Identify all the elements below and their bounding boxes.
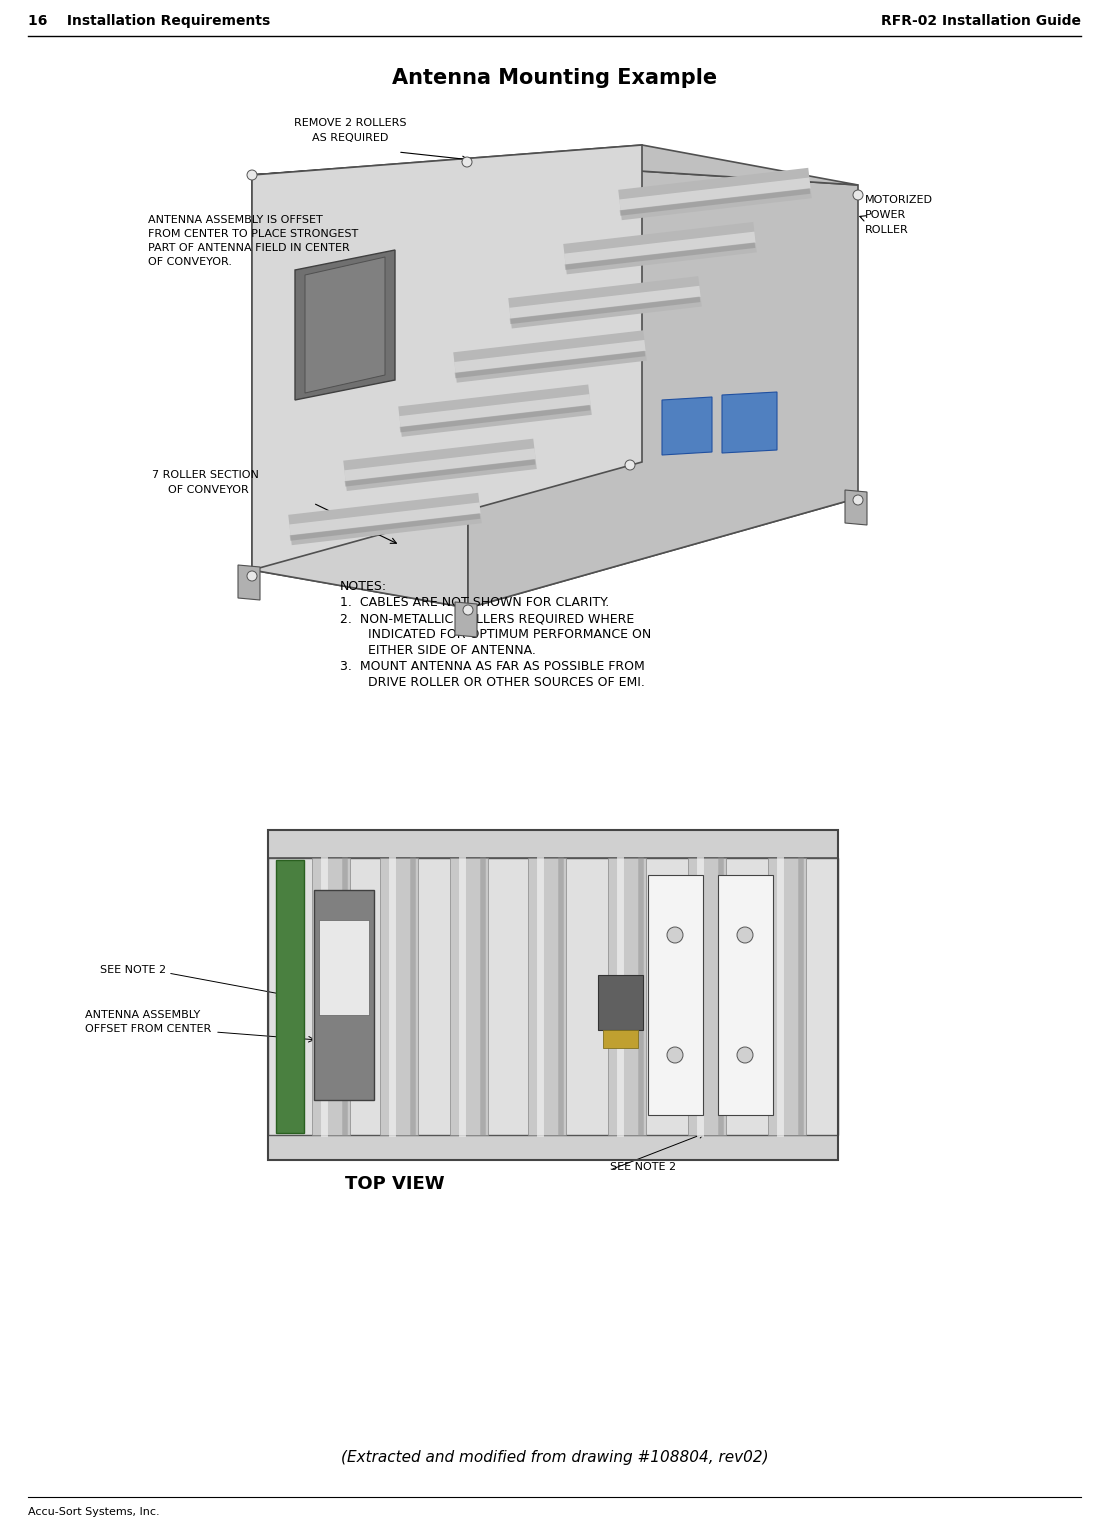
Circle shape	[462, 156, 472, 167]
Text: POWER: POWER	[865, 210, 906, 221]
Text: 2.  NON-METALLIC ROLLERS REQUIRED WHERE: 2. NON-METALLIC ROLLERS REQUIRED WHERE	[340, 612, 634, 625]
Text: SEE NOTE 2: SEE NOTE 2	[100, 964, 166, 975]
Text: AS REQUIRED: AS REQUIRED	[312, 133, 388, 143]
Polygon shape	[769, 858, 806, 1134]
Text: DRIVE ROLLER OR OTHER SOURCES OF EMI.: DRIVE ROLLER OR OTHER SOURCES OF EMI.	[340, 676, 644, 688]
Text: SEE NOTE 2: SEE NOTE 2	[610, 1162, 676, 1173]
Text: TOP VIEW: TOP VIEW	[345, 1174, 445, 1193]
Polygon shape	[468, 159, 858, 609]
Text: Accu-Sort Systems, Inc.: Accu-Sort Systems, Inc.	[28, 1507, 160, 1518]
Text: ROLLER: ROLLER	[865, 225, 908, 235]
Polygon shape	[648, 875, 703, 1114]
Polygon shape	[688, 858, 726, 1134]
Polygon shape	[238, 566, 260, 599]
Text: NOTES:: NOTES:	[340, 579, 387, 593]
Circle shape	[853, 495, 863, 504]
Polygon shape	[268, 829, 838, 858]
Text: OF CONVEYOR: OF CONVEYOR	[167, 484, 248, 495]
Polygon shape	[718, 875, 773, 1114]
Text: EITHER SIDE OF ANTENNA.: EITHER SIDE OF ANTENNA.	[340, 644, 536, 658]
Polygon shape	[276, 860, 304, 1133]
Text: OFFSET FROM CENTER: OFFSET FROM CENTER	[85, 1024, 211, 1033]
Polygon shape	[252, 159, 468, 609]
Polygon shape	[252, 461, 858, 609]
Text: 7 ROLLER SECTION: 7 ROLLER SECTION	[152, 471, 258, 480]
Text: (Extracted and modified from drawing #108804, rev02): (Extracted and modified from drawing #10…	[340, 1450, 769, 1466]
Polygon shape	[312, 858, 350, 1134]
Polygon shape	[319, 920, 369, 1015]
Circle shape	[737, 927, 753, 943]
Circle shape	[247, 570, 257, 581]
Polygon shape	[450, 858, 488, 1134]
Text: 1.  CABLES ARE NOT SHOWN FOR CLARITY.: 1. CABLES ARE NOT SHOWN FOR CLARITY.	[340, 596, 609, 609]
Polygon shape	[603, 1030, 638, 1049]
Text: REMOVE 2 ROLLERS: REMOVE 2 ROLLERS	[294, 118, 406, 127]
Polygon shape	[455, 602, 477, 638]
Polygon shape	[662, 397, 712, 455]
Polygon shape	[305, 258, 385, 392]
Polygon shape	[252, 146, 642, 570]
Polygon shape	[314, 891, 374, 1101]
Text: 16    Installation Requirements: 16 Installation Requirements	[28, 14, 271, 28]
Polygon shape	[268, 858, 838, 1134]
Text: ANTENNA ASSEMBLY IS OFFSET
FROM CENTER TO PLACE STRONGEST
PART OF ANTENNA FIELD : ANTENNA ASSEMBLY IS OFFSET FROM CENTER T…	[147, 215, 358, 267]
Text: Antenna Mounting Example: Antenna Mounting Example	[391, 67, 718, 87]
Polygon shape	[608, 858, 647, 1134]
Circle shape	[737, 1047, 753, 1062]
Polygon shape	[528, 858, 566, 1134]
Polygon shape	[380, 858, 418, 1134]
Circle shape	[462, 606, 474, 615]
Circle shape	[667, 1047, 683, 1062]
Polygon shape	[598, 975, 643, 1030]
Polygon shape	[252, 146, 858, 185]
Text: 3.  MOUNT ANTENNA AS FAR AS POSSIBLE FROM: 3. MOUNT ANTENNA AS FAR AS POSSIBLE FROM	[340, 661, 644, 673]
Circle shape	[247, 170, 257, 179]
Circle shape	[667, 927, 683, 943]
Polygon shape	[295, 250, 395, 400]
Text: ANTENNA ASSEMBLY: ANTENNA ASSEMBLY	[85, 1010, 201, 1019]
Text: RFR-02 Installation Guide: RFR-02 Installation Guide	[881, 14, 1081, 28]
Text: MOTORIZED: MOTORIZED	[865, 195, 933, 205]
Circle shape	[625, 460, 635, 471]
Polygon shape	[845, 491, 867, 524]
Text: INDICATED FOR OPTIMUM PERFORMANCE ON: INDICATED FOR OPTIMUM PERFORMANCE ON	[340, 629, 651, 641]
Circle shape	[853, 190, 863, 199]
Polygon shape	[268, 1134, 838, 1160]
Polygon shape	[722, 392, 777, 452]
